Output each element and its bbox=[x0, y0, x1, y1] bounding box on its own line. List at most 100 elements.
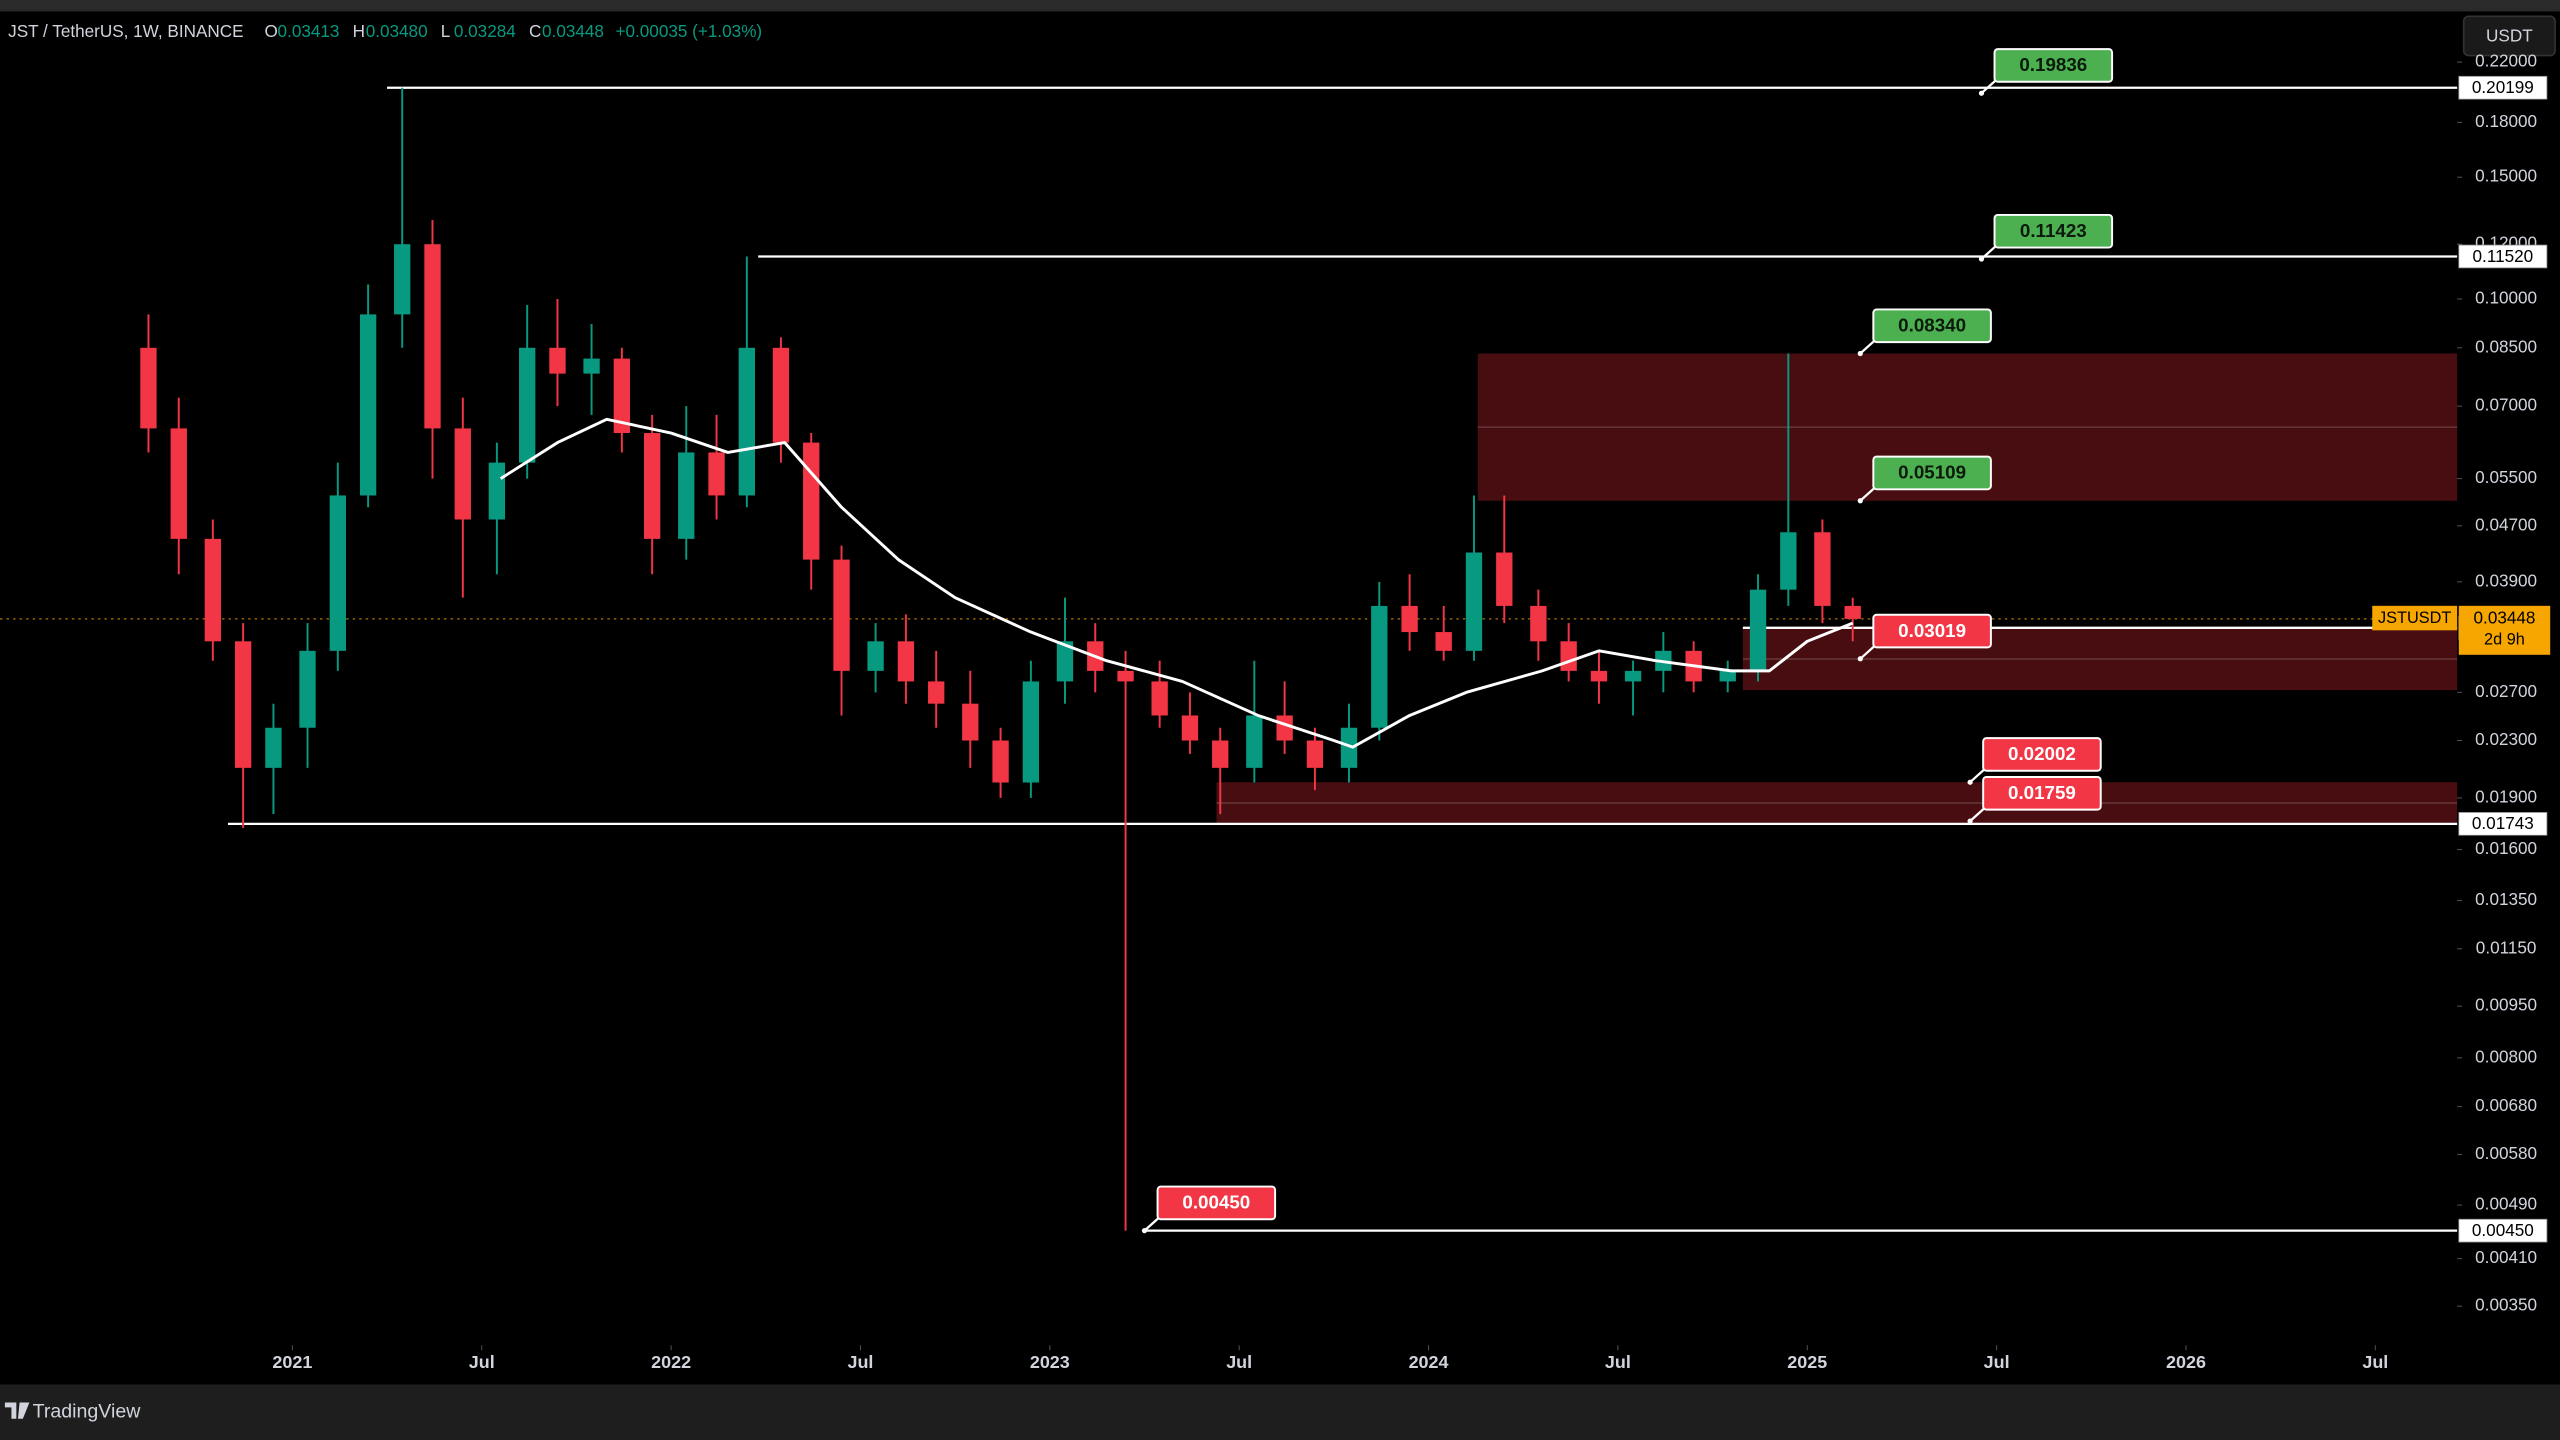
candle-body bbox=[299, 650, 316, 728]
candle-body bbox=[1276, 715, 1293, 741]
level-label: 0.00450 bbox=[2472, 1220, 2534, 1240]
y-tick-label: 0.22000 bbox=[2475, 51, 2537, 71]
candle-body bbox=[234, 641, 252, 768]
level-label: 0.01743 bbox=[2472, 813, 2534, 833]
top-bar bbox=[0, 0, 2560, 12]
candle-body bbox=[738, 347, 756, 496]
callout-label: 0.01759 bbox=[2008, 782, 2076, 803]
brand-logo[interactable] bbox=[4, 1402, 30, 1419]
ohlc-key: C bbox=[529, 21, 541, 41]
x-tick-label: 2022 bbox=[651, 1352, 691, 1372]
candle-body bbox=[329, 495, 346, 651]
level-badge bbox=[2458, 244, 2548, 269]
y-tick-label: 0.05500 bbox=[2475, 467, 2537, 487]
x-tick-label: Jul bbox=[2362, 1352, 2388, 1372]
callout-point bbox=[1857, 498, 1863, 504]
y-tick-label: 0.07000 bbox=[2475, 395, 2537, 415]
callout-label: 0.19836 bbox=[2019, 54, 2087, 75]
ohlc-key: O bbox=[264, 21, 277, 41]
candle-body bbox=[549, 347, 566, 374]
candle-body bbox=[394, 244, 411, 315]
candle-body bbox=[1117, 670, 1134, 682]
x-tick-label: Jul bbox=[1605, 1352, 1631, 1372]
symbol-label: JSTUSDT bbox=[2378, 609, 2451, 627]
price-label: 0.03448 bbox=[2474, 607, 2536, 627]
candle-body bbox=[867, 641, 884, 671]
level-badge bbox=[2458, 75, 2548, 100]
callout-box bbox=[1982, 737, 2102, 772]
x-tick-label: 2026 bbox=[2166, 1352, 2206, 1372]
ohlc-change: +0.00035 (+1.03%) bbox=[616, 21, 763, 41]
candle-body bbox=[1814, 532, 1831, 606]
x-tick-label: 2024 bbox=[1409, 1352, 1449, 1372]
candle-body bbox=[613, 358, 631, 434]
callout-label: 0.03019 bbox=[1898, 620, 1966, 641]
candle-body bbox=[1371, 605, 1388, 728]
currency-button[interactable] bbox=[2462, 15, 2556, 57]
ohlc-value: 0.03480 bbox=[366, 21, 428, 41]
callout-point bbox=[1857, 350, 1863, 357]
y-tick-label: 0.00800 bbox=[2475, 1046, 2537, 1066]
y-tick-label: 0.00410 bbox=[2475, 1247, 2537, 1267]
x-tick-label: Jul bbox=[847, 1352, 873, 1372]
candle-body bbox=[678, 452, 695, 539]
currency-label[interactable]: USDT bbox=[2486, 25, 2533, 45]
y-tick-label: 0.18000 bbox=[2475, 111, 2537, 131]
candle-body bbox=[1246, 715, 1263, 768]
candle-body bbox=[772, 347, 790, 443]
candle-body bbox=[833, 559, 850, 671]
callout-box bbox=[1156, 1185, 1277, 1221]
y-tick-label: 0.08500 bbox=[2475, 336, 2537, 356]
x-tick-label: 2023 bbox=[1030, 1352, 1070, 1372]
candle-body bbox=[519, 347, 536, 463]
callout-label: 0.00450 bbox=[1182, 1192, 1250, 1213]
callout-label: 0.11423 bbox=[2020, 220, 2087, 241]
y-tick-label: 0.00350 bbox=[2475, 1295, 2537, 1315]
callout-label: 0.02002 bbox=[2008, 743, 2076, 764]
candle-body bbox=[140, 347, 157, 429]
callout-box bbox=[1982, 776, 2102, 811]
candle-body bbox=[488, 462, 506, 520]
level-label: 0.20199 bbox=[2472, 77, 2534, 97]
candle-body bbox=[897, 641, 915, 682]
y-tick-label: 0.01600 bbox=[2475, 838, 2537, 858]
brand-name[interactable]: TradingView bbox=[33, 1400, 142, 1422]
callout-point bbox=[1967, 818, 1973, 824]
candle-body bbox=[643, 433, 661, 539]
candle-body bbox=[1590, 670, 1608, 682]
zone bbox=[1216, 782, 2458, 824]
candle-body bbox=[803, 442, 820, 560]
candle-body bbox=[928, 681, 945, 704]
candle-body bbox=[1780, 532, 1797, 590]
y-tick-label: 0.03900 bbox=[2475, 570, 2537, 590]
y-tick-label: 0.00580 bbox=[2475, 1143, 2537, 1163]
x-tick-label: Jul bbox=[1226, 1352, 1252, 1372]
candle-body bbox=[1624, 670, 1642, 682]
candle-body bbox=[1022, 681, 1040, 783]
candle-body bbox=[1844, 605, 1861, 619]
callout-point bbox=[1978, 256, 1985, 262]
callout-point bbox=[1967, 779, 1973, 785]
candle-body bbox=[204, 538, 222, 642]
candle-body bbox=[583, 358, 600, 374]
ohlc-value: 0.03413 bbox=[278, 21, 340, 41]
candle-body bbox=[1465, 552, 1483, 651]
candle-body bbox=[962, 703, 979, 741]
level-badge bbox=[2458, 1218, 2548, 1243]
x-tick-label: 2025 bbox=[1787, 1352, 1827, 1372]
callout-box bbox=[1993, 213, 2114, 249]
candle-body bbox=[1435, 632, 1452, 651]
countdown-label: 2d 9h bbox=[2484, 630, 2525, 648]
y-tick-label: 0.02300 bbox=[2475, 729, 2537, 749]
ohlc-value: 0.03448 bbox=[542, 21, 604, 41]
plot bbox=[0, 86, 2458, 1232]
candle-body bbox=[1560, 641, 1577, 671]
x-tick-label: Jul bbox=[469, 1352, 495, 1372]
candle-body bbox=[1749, 589, 1767, 671]
level-label: 0.11520 bbox=[2473, 246, 2534, 266]
candle-body bbox=[992, 740, 1009, 783]
candle-body bbox=[1401, 605, 1418, 633]
y-tick-label: 0.00490 bbox=[2475, 1194, 2537, 1214]
symbol-title: JST / TetherUS, 1W, BINANCE bbox=[8, 21, 243, 41]
